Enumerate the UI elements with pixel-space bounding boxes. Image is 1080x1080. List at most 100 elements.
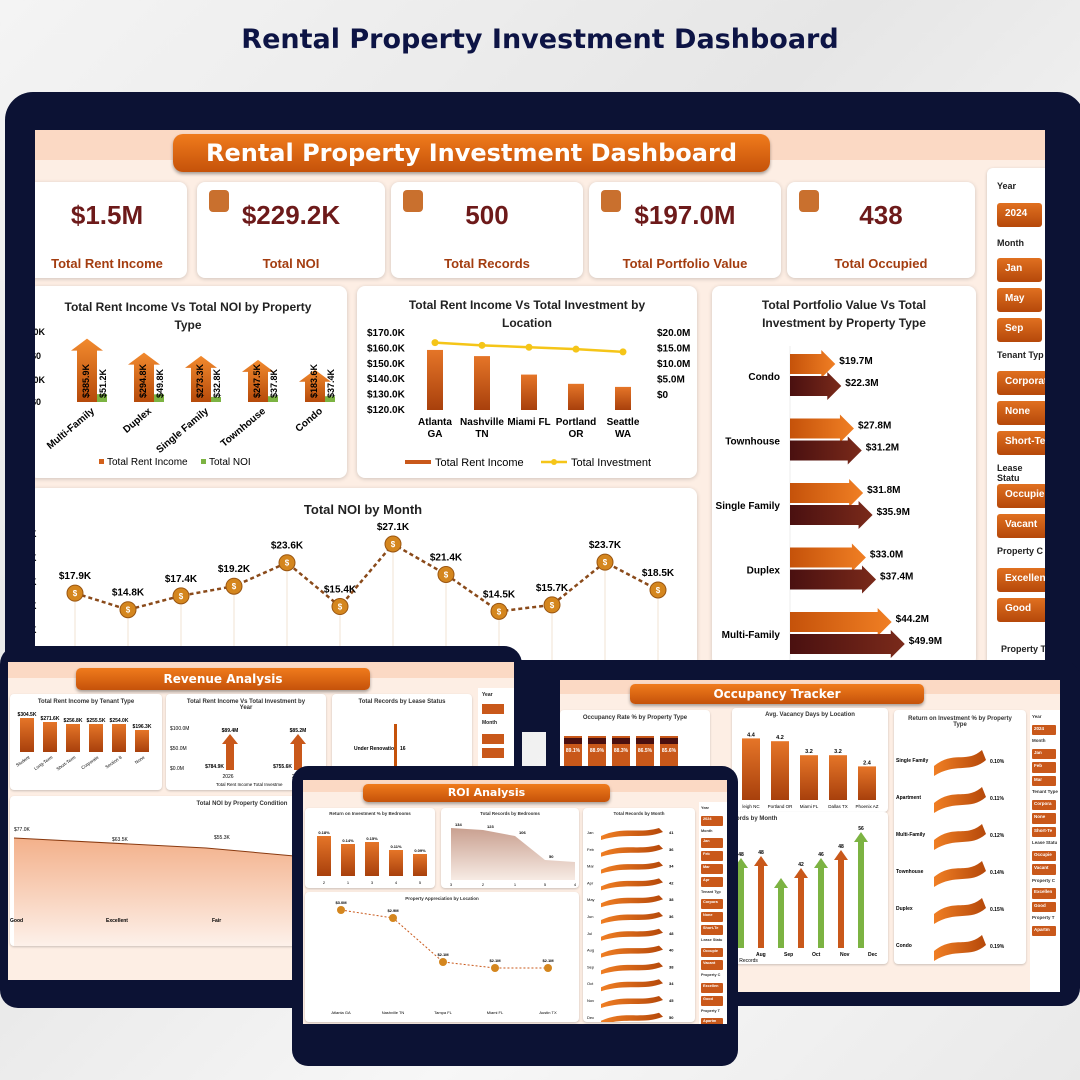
legend-label: Total NOI (209, 457, 251, 468)
data-label: 0.11% (990, 796, 1004, 802)
side-button[interactable]: Mar (1032, 775, 1056, 786)
side-button[interactable]: Corpora (1032, 799, 1056, 810)
dollar-icon: $ (444, 570, 449, 579)
money-bag-marker (490, 602, 508, 620)
side-button[interactable] (482, 704, 504, 714)
kpi-label: Total NOI (262, 256, 320, 271)
chart-3-svg: Condo $19.7M $22.3M Townhouse $27.8M $31.2M Si… (716, 346, 942, 660)
side-button[interactable]: Excellen (1032, 888, 1056, 899)
bar-arrow (222, 734, 238, 770)
slicer-condition-good[interactable]: Good (997, 598, 1045, 622)
data-label: $77.0K (14, 827, 31, 833)
side-button[interactable]: Vacant (1032, 864, 1056, 875)
bar (413, 854, 427, 876)
slicer-tenant-corporate[interactable]: Corporat (997, 371, 1045, 395)
side-button[interactable] (482, 748, 504, 758)
bar-portfolio-value (790, 608, 892, 636)
side-button[interactable]: Occupie (1032, 850, 1056, 861)
bar-portfolio-value (790, 414, 854, 443)
money-bag-marker (543, 596, 561, 614)
side-button[interactable]: Apartm (701, 1018, 723, 1024)
slicer-tenant-none[interactable]: None (997, 401, 1045, 425)
side-button[interactable]: Excellen (701, 983, 723, 993)
side-button[interactable]: Vacant (701, 960, 723, 971)
slicer-condition-excellent[interactable]: Excellen (997, 568, 1045, 592)
side-label: Year (482, 692, 493, 698)
slicer-lease-occupied[interactable]: Occupie (997, 484, 1045, 508)
x-tick-label: Short-Term (55, 755, 76, 772)
y-tick-label: K (35, 601, 37, 611)
category-label: Multi-Family (896, 832, 925, 838)
side-button[interactable]: 2024 (701, 815, 723, 826)
mini-chart-title: Return on Investment % by Property Type (908, 716, 1012, 728)
side-button[interactable]: Jan (1032, 748, 1056, 759)
wave-bar (601, 895, 663, 908)
bar-investment (790, 501, 873, 529)
x-tick-label: Phoenix AZ (855, 804, 878, 809)
x-tick-label: 2026 (222, 774, 233, 780)
side-label: Month (482, 720, 497, 726)
side-button[interactable]: Good (701, 995, 723, 1006)
slicer-lease-vacant[interactable]: Vacant (997, 514, 1045, 538)
bar-rent-income (299, 369, 331, 402)
side-button[interactable]: Apr (701, 876, 723, 887)
side-button[interactable]: Corpora (701, 899, 723, 910)
revenue-year-chart: Total Rent Income Vs Total Investment by… (166, 694, 326, 790)
side-button[interactable]: Feb (701, 851, 723, 861)
data-label: 42 (669, 880, 674, 885)
y2-tick-label: $20.0M (657, 328, 690, 339)
side-button[interactable]: Mar (701, 864, 723, 874)
bar (742, 738, 760, 800)
x-tick-label: Student (15, 754, 31, 767)
dollar-icon: $ (126, 606, 131, 615)
slicer-tenant-short-term[interactable]: Short-Te (997, 431, 1045, 455)
data-label: $37.4M (880, 572, 913, 583)
side-button[interactable]: Apartm (1032, 925, 1056, 936)
occupancy-vacancy-svg: 4.4 leigh NC 4.2 Portland OR 3.2 Miami FL 3.2 D… (742, 732, 879, 809)
slicer-month-may[interactable]: May (997, 288, 1042, 312)
chart-portfolio-vs-investment: Total Portfolio Value Vs Total Investmen… (712, 286, 976, 660)
side-button[interactable]: Good (1032, 901, 1056, 912)
y-tick-label: $0.0M (170, 766, 184, 772)
data-label: $85.2M (290, 728, 307, 734)
data-label: $14.5K (483, 589, 516, 600)
side-button[interactable] (482, 734, 504, 744)
data-label: $3.0M (335, 900, 347, 905)
side-label: Tenant Type (1032, 789, 1058, 794)
data-label: 38 (669, 897, 674, 902)
x-tick-label: 2 (482, 882, 485, 887)
y-tick-label: $0 (35, 351, 41, 361)
mini-chart-title: Property Appreciation by Location (405, 896, 479, 901)
side-label: Month (1032, 738, 1046, 743)
arrow-bar (794, 868, 808, 948)
mini-chart-title: Total Records by Bedrooms (480, 811, 540, 816)
side-button[interactable]: Short-Te (701, 925, 723, 935)
y-tick-label: $50.0M (170, 746, 187, 752)
data-label: 4.2 (776, 735, 784, 741)
data-label: $755.6K (273, 764, 292, 770)
x-tick-label: Atlanta GA (331, 1010, 351, 1015)
arrow-bar (854, 832, 868, 948)
slicer-year-2024[interactable]: 2024 (997, 203, 1042, 227)
side-button[interactable]: Occupie (701, 947, 723, 958)
roi-bedrooms-svg: 0.18% 2 0.14% 1 0.15% 3 0.11% 4 0.09% 5 (317, 830, 427, 885)
side-button[interactable]: Feb (1032, 762, 1056, 773)
x-tick-label: None (134, 754, 146, 765)
x-tick-label: Seattle (607, 417, 640, 428)
bar (660, 736, 678, 772)
side-button[interactable]: Jan (701, 838, 723, 849)
line-point (572, 345, 580, 353)
slicer-month-jan[interactable]: Jan (997, 258, 1042, 282)
side-button[interactable]: None (701, 912, 723, 922)
side-button[interactable]: 2024 (1032, 724, 1056, 735)
slicer-month-sep[interactable]: Sep (997, 318, 1042, 342)
kpi-card: $197.0M Total Portfolio Value (589, 182, 781, 278)
category-label: Jul (587, 931, 592, 936)
data-label: $37.4K (326, 368, 336, 398)
y-tick-label: K (35, 553, 37, 563)
side-button[interactable]: Short-Te (1032, 826, 1056, 837)
category-label: Condo (896, 943, 912, 949)
category-label: Dec (587, 1015, 594, 1020)
side-button[interactable]: None (1032, 813, 1056, 824)
occupancy-rate-svg: 89.1% 88.9% 88.3% 86.5% 85.6% (564, 736, 678, 772)
